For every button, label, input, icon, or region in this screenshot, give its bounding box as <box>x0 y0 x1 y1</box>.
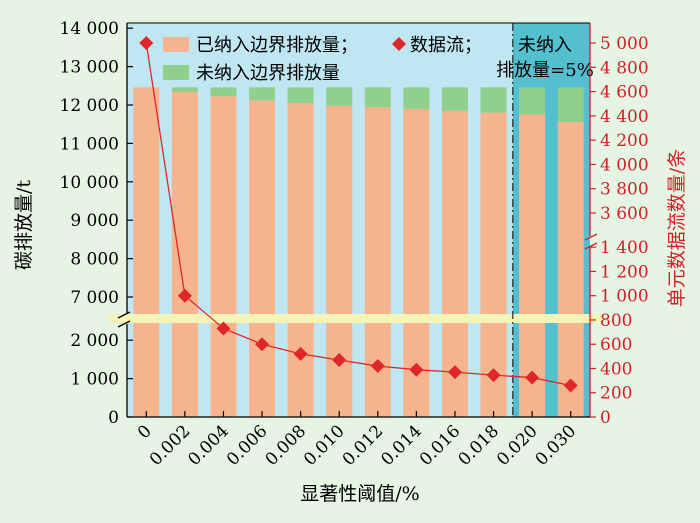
left-axis-tick-label: 14 000 <box>60 19 119 39</box>
right-axis-tick-label: 4 600 <box>600 83 649 103</box>
dataflow-point <box>447 365 462 380</box>
dataflow-point <box>486 368 501 383</box>
dataflow-point <box>293 346 308 361</box>
left-axis-tick-label: 11 000 <box>60 134 119 154</box>
right-axis-title: 单元数据流数量/条 <box>666 149 688 307</box>
left-axis-tick-label: 7 000 <box>70 288 119 308</box>
bar-excluded <box>326 87 353 106</box>
left-axis-tick-label: 9 000 <box>70 211 119 231</box>
right-axis-tick-label: 3 600 <box>600 204 649 224</box>
bar-included <box>210 96 237 417</box>
bar-excluded <box>210 87 237 97</box>
right-axis-tick-label: 4 800 <box>600 58 649 78</box>
bar-excluded <box>441 87 468 111</box>
dataflow-point <box>409 362 424 377</box>
bar-included <box>171 91 198 417</box>
bar-excluded <box>519 87 546 115</box>
right-axis: 0 200 400 600 800 1 000 1 200 1 400 3 600 3 800 4 … <box>584 23 649 428</box>
bar-excluded <box>364 87 391 108</box>
right-axis-tick-label: 4 200 <box>600 131 649 151</box>
legend-label-excluded: 未纳入边界排放量 <box>196 63 340 84</box>
legend-swatch-included <box>163 37 189 52</box>
right-axis-tick-label: 3 800 <box>600 180 649 200</box>
left-axis-tick-label: 1 000 <box>70 370 119 390</box>
bar-excluded <box>171 87 198 92</box>
legend: 已纳入边界排放量； 数据流； 未纳入边界排放量 <box>163 35 482 84</box>
dataflow-point <box>177 288 192 303</box>
left-axis-tick-label: 0 <box>108 408 119 428</box>
legend-label-included: 已纳入边界排放量； <box>196 35 358 56</box>
left-axis-tick-label: 13 000 <box>60 58 119 78</box>
right-axis-tick-label: 4 000 <box>600 155 649 175</box>
dataflow-line-layer <box>139 36 578 393</box>
bar-included <box>326 105 353 417</box>
right-axis-tick-label: 4 400 <box>600 107 649 127</box>
right-axis-tick-label: 0 <box>600 408 611 428</box>
annotation-line1: 未纳入 <box>518 35 572 56</box>
left-axis: 0 1 000 2 000 7 000 8 000 9 000 10 000 11 000 12… <box>60 19 133 428</box>
right-axis-tick-label: 600 <box>600 335 632 355</box>
bar-excluded <box>403 87 430 109</box>
bar-included <box>519 114 546 417</box>
dataflow-point <box>525 370 540 385</box>
bar-included <box>133 87 160 417</box>
bar-included <box>249 100 276 417</box>
left-axis-tick-label: 10 000 <box>60 173 119 193</box>
right-axis-break-mark <box>584 233 598 241</box>
right-axis-tick-label: 1 200 <box>600 262 649 282</box>
bar-excluded <box>557 87 584 122</box>
legend-swatch-excluded <box>163 65 189 80</box>
left-axis-title: 碳排放量/t <box>13 180 35 270</box>
right-axis-tick-label: 1 000 <box>600 287 649 307</box>
legend-marker-dataflow <box>392 37 406 51</box>
left-axis-break-mark <box>117 320 131 328</box>
annotation-line2: 排放量=5% <box>496 60 594 81</box>
dataflow-point <box>216 321 231 336</box>
left-axis-tick-label: 12 000 <box>60 96 119 116</box>
right-axis-tick-label: 5 000 <box>600 34 649 54</box>
dataflow-point <box>255 337 270 352</box>
bar-included <box>480 112 507 418</box>
axis-break-band <box>109 314 602 323</box>
bar-excluded <box>287 87 314 104</box>
bar-excluded <box>249 87 276 101</box>
right-axis-tick-label: 800 <box>600 311 632 331</box>
right-axis-tick-label: 400 <box>600 359 632 379</box>
left-axis-break-mark <box>117 311 131 319</box>
dataflow-point <box>332 352 347 367</box>
legend-label-dataflow: 数据流； <box>410 35 482 56</box>
bar-included <box>287 103 314 417</box>
left-axis-tick-label: 2 000 <box>70 331 119 351</box>
dataflow-point <box>563 378 578 393</box>
bar-included <box>557 121 584 418</box>
right-axis-tick-label: 1 400 <box>600 238 649 258</box>
right-axis-tick-label: 200 <box>600 384 632 404</box>
dataflow-point <box>370 359 385 374</box>
x-axis-title: 显著性阈值/% <box>300 483 419 505</box>
bars-layer <box>133 87 584 418</box>
right-axis-break-mark <box>584 242 598 250</box>
left-axis-tick-label: 8 000 <box>70 250 119 270</box>
bar-excluded <box>480 87 507 113</box>
dataflow-point <box>139 36 154 51</box>
